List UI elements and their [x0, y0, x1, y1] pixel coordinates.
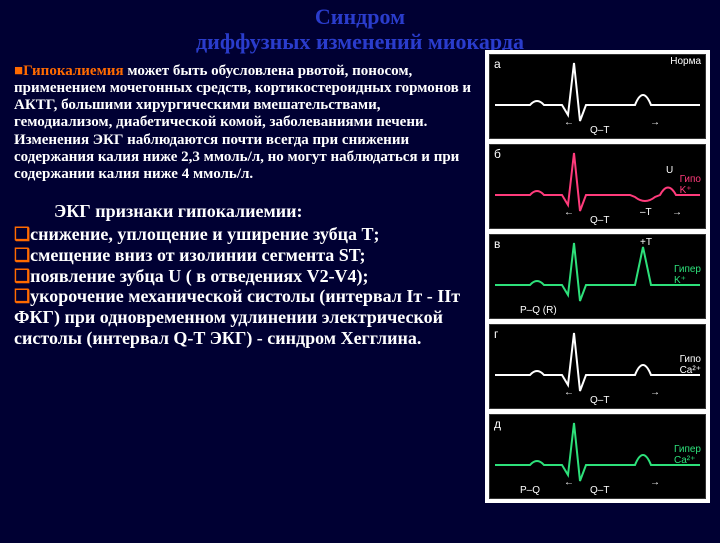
t-label: –T	[640, 207, 652, 218]
bullet-icon: ❑	[14, 224, 30, 244]
ecg-panel: б ГипоK⁺ Q–T ← → –T U	[489, 144, 706, 229]
desc-highlight: Гипокалиемия	[23, 63, 124, 79]
list-item: ❑смещение вниз от изолинии сегмента ST;	[14, 245, 472, 266]
ecg-panel: в ГиперK⁺ +T P–Q (R)	[489, 234, 706, 319]
panel-letter: б	[494, 147, 501, 161]
bullet-square: ■	[14, 63, 23, 79]
description-para: ■Гипокалиемия может быть обусловлена рво…	[14, 63, 472, 184]
pq-label: P–Q	[520, 485, 540, 496]
panel-letter: г	[494, 327, 498, 341]
panel-condition-label: ГиперK⁺	[674, 265, 701, 286]
item-text: смещение вниз от изолинии сегмента ST;	[30, 245, 365, 265]
text-column: ■Гипокалиемия может быть обусловлена рво…	[0, 63, 480, 543]
panel-condition-label: ГипоK⁺	[680, 175, 701, 196]
arrow-right: →	[650, 477, 660, 488]
ecg-column: а Норма Q–T ← → б ГипоK⁺ Q–T ← → –T U в ГиперK⁺ +T P–…	[485, 50, 710, 503]
panel-condition-label: Норма	[670, 57, 701, 68]
arrow-right: →	[650, 387, 660, 398]
qt-label: Q–T	[590, 125, 609, 136]
desc-rest: может быть обусловлена рвотой, поносом, …	[14, 63, 471, 183]
ecg-panel: д ГиперCa²⁺ Q–T ← → P–Q	[489, 414, 706, 499]
items-container: ❑снижение, уплощение и уширение зубца Т;…	[14, 224, 472, 348]
pq-label: P–Q (R)	[520, 305, 557, 316]
arrow-left: ←	[564, 117, 574, 128]
arrow-right: →	[650, 117, 660, 128]
item-text: снижение, уплощение и уширение зубца Т;	[30, 224, 379, 244]
list-item: ❑появление зубца U ( в отведениях V2-V4)…	[14, 266, 472, 287]
ecg-panel: а Норма Q–T ← →	[489, 54, 706, 139]
arrow-left: ←	[564, 477, 574, 488]
bullet-icon: ❑	[14, 266, 30, 286]
panel-letter: в	[494, 237, 500, 251]
t-label: +T	[640, 237, 652, 248]
panel-letter: а	[494, 57, 501, 71]
ecg-panel: г ГипоCa²⁺ Q–T ← →	[489, 324, 706, 409]
arrow-left: ←	[564, 387, 574, 398]
item-text: появление зубца U ( в отведениях V2-V4);	[30, 266, 368, 286]
arrow-left: ←	[564, 207, 574, 218]
title-line2: диффузных изменений миокарда	[196, 29, 524, 54]
qt-label: Q–T	[590, 395, 609, 406]
qt-label: Q–T	[590, 485, 609, 496]
panel-letter: д	[494, 417, 501, 431]
panel-condition-label: ГиперCa²⁺	[674, 445, 701, 466]
bullet-icon: ❑	[14, 245, 30, 265]
list-heading: ЭКГ признаки гипокалиемии:	[14, 201, 472, 222]
u-label: U	[666, 165, 673, 176]
arrow-right: →	[672, 207, 682, 218]
list-item: ❑снижение, уплощение и уширение зубца Т;	[14, 224, 472, 245]
qt-label: Q–T	[590, 215, 609, 226]
panel-condition-label: ГипоCa²⁺	[680, 355, 701, 376]
title-line1: Синдром	[315, 4, 405, 29]
item-text: укорочение механической систолы (интерва…	[14, 286, 460, 347]
list-item: ❑укорочение механической систолы (интерв…	[14, 286, 472, 348]
bullet-icon: ❑	[14, 286, 30, 306]
